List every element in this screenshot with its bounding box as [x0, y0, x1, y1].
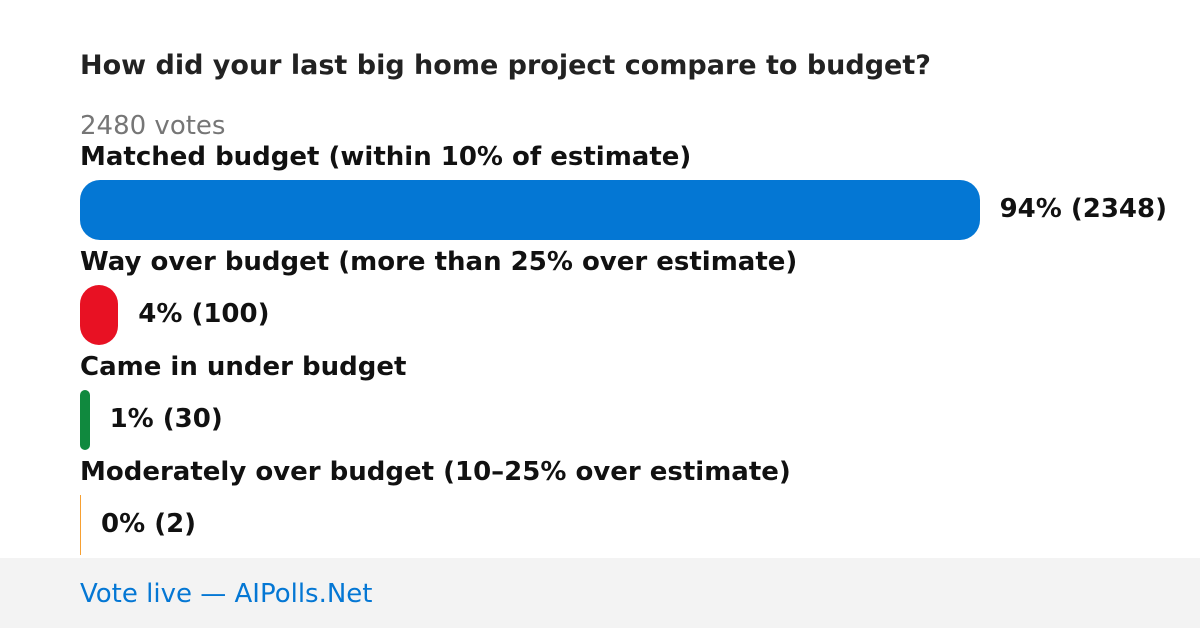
option-label: Moderately over budget (10–25% over esti…: [80, 457, 791, 487]
option-label: Way over budget (more than 25% over esti…: [80, 247, 798, 277]
bar: [80, 390, 90, 450]
value-label: 94% (2348): [999, 194, 1167, 224]
value-label: 1% (30): [109, 404, 223, 434]
bar: [80, 285, 119, 345]
poll-title: How did your last big home project compa…: [80, 50, 931, 81]
bar: [80, 495, 81, 555]
bar: [80, 180, 980, 240]
vote-count: 2480 votes: [80, 111, 226, 141]
footer-link[interactable]: Vote live — AIPolls.Net: [80, 579, 373, 609]
value-label: 0% (2): [101, 509, 197, 539]
value-label: 4% (100): [138, 299, 270, 329]
option-label: Came in under budget: [80, 352, 407, 382]
option-label: Matched budget (within 10% of estimate): [80, 142, 692, 172]
footer-band: [0, 558, 1200, 628]
